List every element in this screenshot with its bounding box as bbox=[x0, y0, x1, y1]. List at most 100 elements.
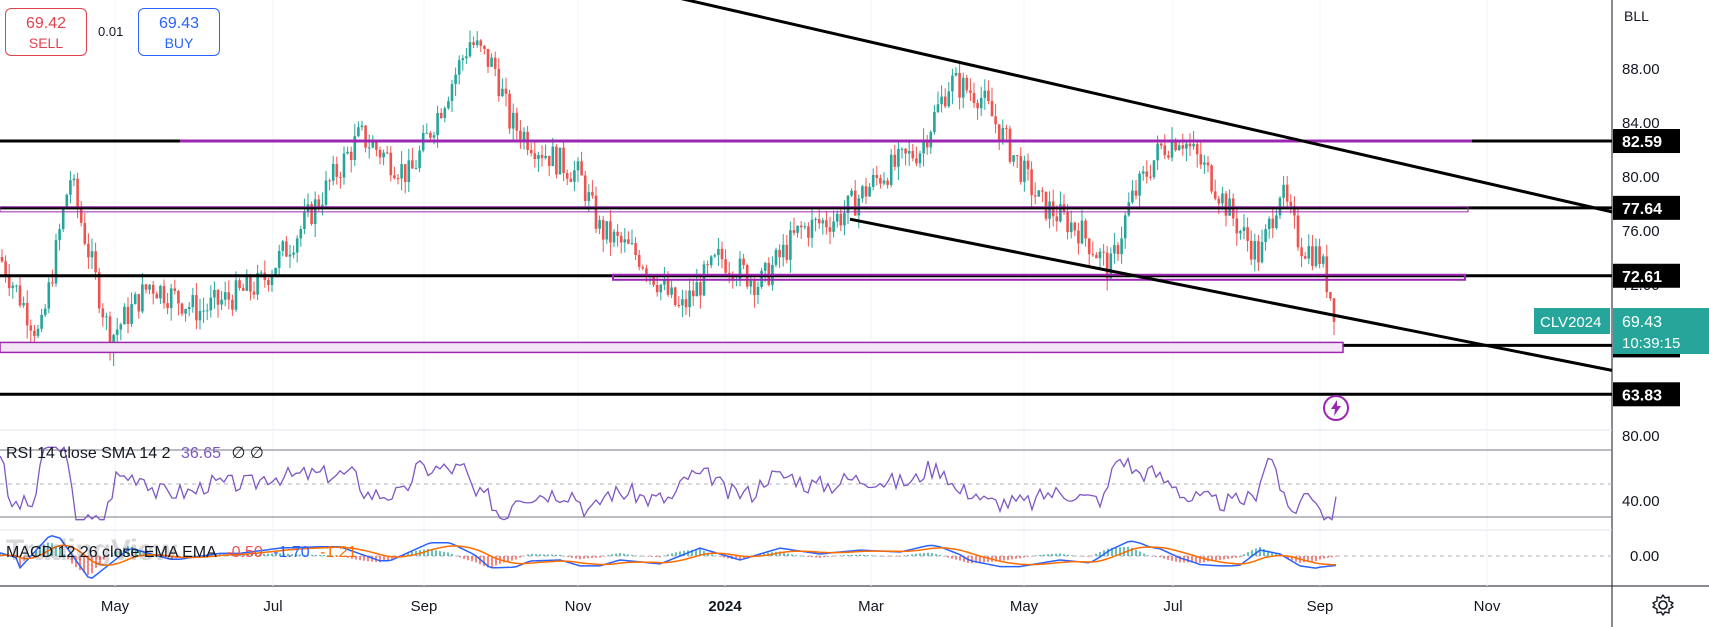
countdown: 10:39:15 bbox=[1622, 335, 1680, 352]
macd-histogram-bar bbox=[823, 556, 825, 558]
candle-body bbox=[1203, 162, 1206, 165]
candle-body bbox=[918, 153, 922, 164]
macd-histogram-bar bbox=[1019, 556, 1021, 559]
macd-histogram-bar bbox=[1011, 556, 1013, 560]
time-axis[interactable]: May Jul Sep Nov 2024 Mar May Jul Sep Nov bbox=[101, 598, 1501, 615]
macd-histogram-bar bbox=[1071, 555, 1073, 556]
macd-histogram-bar bbox=[927, 552, 929, 556]
macd-histogram-bar bbox=[311, 554, 313, 556]
macd-histogram-bar bbox=[607, 555, 609, 556]
macd-histogram-bar bbox=[835, 555, 837, 557]
candle-body bbox=[1084, 220, 1087, 239]
candle-body bbox=[774, 249, 778, 265]
macd-histogram-bar bbox=[151, 555, 153, 556]
macd-histogram-bar bbox=[563, 556, 565, 557]
candle-body bbox=[1296, 215, 1300, 248]
support-zone bbox=[0, 206, 1469, 213]
candle-body bbox=[155, 293, 159, 299]
candle-body bbox=[61, 208, 65, 230]
candle-body bbox=[951, 75, 954, 92]
candle-body bbox=[947, 91, 951, 107]
candle-body bbox=[1257, 241, 1260, 263]
macd-histogram-bar bbox=[43, 544, 45, 556]
macd-histogram-bar bbox=[891, 556, 893, 557]
macd-histogram-bar bbox=[79, 556, 81, 571]
candle-body bbox=[101, 308, 105, 318]
candle-body bbox=[234, 280, 238, 310]
candle-body bbox=[605, 221, 609, 240]
candle-body bbox=[727, 272, 731, 275]
candle-body bbox=[850, 190, 853, 196]
macd-histogram-bar bbox=[1047, 554, 1049, 556]
macd-histogram-bar bbox=[1323, 556, 1325, 559]
candle-body bbox=[886, 180, 889, 185]
macd-value: -1.70 bbox=[273, 544, 310, 561]
candle-body bbox=[238, 280, 241, 288]
macd-histogram-bar bbox=[303, 554, 305, 556]
candle-body bbox=[144, 284, 148, 290]
candle-body bbox=[1174, 140, 1177, 151]
candle-body bbox=[778, 249, 781, 258]
candle-body bbox=[997, 124, 1001, 143]
macd-pane bbox=[0, 535, 1612, 580]
macd-histogram-bar bbox=[911, 554, 913, 556]
macd-histogram-bar bbox=[795, 555, 797, 556]
spread-value: 0.01 bbox=[98, 24, 124, 39]
candle-body bbox=[965, 77, 969, 91]
macd-legend[interactable]: MACD 12 26 close EMA EMA -0.50 -1.70 -1.… bbox=[6, 544, 357, 562]
macd-histogram-bar bbox=[427, 548, 429, 556]
macd-histogram-bar bbox=[199, 555, 201, 556]
candle-body bbox=[443, 108, 447, 118]
candle-body bbox=[429, 132, 432, 138]
macd-histogram-bar bbox=[875, 555, 877, 557]
macd-histogram-bar bbox=[647, 556, 649, 557]
symbol-selector[interactable]: BLL bbox=[1624, 8, 1649, 24]
candle-body bbox=[979, 97, 983, 109]
rsi-legend[interactable]: RSI 14 close SMA 14 2 36.65 ∅ ∅ bbox=[6, 443, 264, 463]
macd-histogram-bar bbox=[691, 549, 693, 556]
macd-histogram-bar bbox=[651, 556, 653, 557]
macd-histogram-bar bbox=[451, 553, 453, 556]
sell-button[interactable]: 69.42 SELL bbox=[5, 8, 87, 56]
macd-histogram-bar bbox=[851, 554, 853, 556]
candle-body bbox=[695, 282, 699, 297]
macd-histogram-bar bbox=[39, 546, 41, 556]
macd-histogram-bar bbox=[27, 556, 29, 557]
candle-body bbox=[1285, 184, 1289, 202]
candle-body bbox=[1239, 231, 1242, 234]
macd-histogram-bar bbox=[171, 556, 173, 559]
candle-body bbox=[393, 175, 396, 179]
buy-button[interactable]: 69.43 BUY bbox=[138, 8, 220, 56]
price-axis[interactable]: 88.0084.0080.0076.0072.0068.0082.5977.64… bbox=[1534, 61, 1709, 565]
candle-body bbox=[533, 153, 537, 160]
macd-histogram-bar bbox=[603, 556, 605, 557]
candle-body bbox=[976, 103, 979, 109]
candle-body bbox=[33, 330, 36, 336]
candle-body bbox=[562, 147, 565, 174]
candle-body bbox=[663, 279, 666, 285]
candle-body bbox=[493, 57, 497, 69]
candle-body bbox=[616, 231, 619, 236]
candle-body bbox=[821, 220, 825, 224]
trend-lines[interactable] bbox=[0, 0, 1613, 396]
candle-body bbox=[40, 314, 43, 329]
candle-body bbox=[508, 93, 511, 129]
lightning-icon[interactable] bbox=[1322, 394, 1350, 422]
macd-histogram-bar bbox=[1311, 556, 1313, 562]
candle-body bbox=[1249, 240, 1253, 260]
candle-body bbox=[371, 142, 375, 148]
macd-histogram-bar bbox=[1147, 555, 1149, 556]
gear-icon[interactable] bbox=[1650, 592, 1676, 618]
macd-histogram-bar bbox=[815, 556, 817, 558]
macd-histogram-bar bbox=[1015, 556, 1017, 559]
candle-body bbox=[249, 276, 252, 292]
macd-histogram-bar bbox=[635, 555, 637, 556]
candle-body bbox=[18, 285, 22, 306]
macd-histogram-bar bbox=[695, 549, 697, 556]
candle-body bbox=[511, 112, 515, 129]
ticker-label-bg bbox=[1534, 308, 1610, 334]
candle-body bbox=[141, 284, 144, 312]
macd-histogram-bar bbox=[675, 552, 677, 556]
macd-histogram-bar bbox=[987, 556, 989, 562]
